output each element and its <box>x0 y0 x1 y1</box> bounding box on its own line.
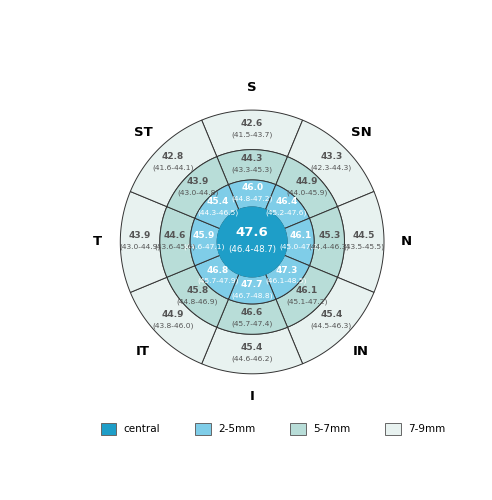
Bar <box>195 423 211 435</box>
Text: 43.9: 43.9 <box>186 176 209 186</box>
Polygon shape <box>202 327 303 374</box>
Text: 44.9: 44.9 <box>162 310 184 320</box>
Text: (44.5-46.3): (44.5-46.3) <box>311 323 352 330</box>
Text: (44.8-47.2): (44.8-47.2) <box>231 195 273 202</box>
Text: (42.3-44.3): (42.3-44.3) <box>311 164 352 171</box>
Polygon shape <box>217 299 287 334</box>
Text: 45.4: 45.4 <box>207 197 229 206</box>
Text: 45.9: 45.9 <box>192 231 215 240</box>
Text: (45.1-47.2): (45.1-47.2) <box>286 298 328 304</box>
Text: 7-9mm: 7-9mm <box>408 424 445 434</box>
Text: 46.1: 46.1 <box>296 286 318 295</box>
Polygon shape <box>266 184 309 228</box>
Text: (44.6-46.2): (44.6-46.2) <box>231 356 273 362</box>
Text: (43.3-45.3): (43.3-45.3) <box>232 166 273 173</box>
Text: 43.3: 43.3 <box>320 152 342 161</box>
Text: central: central <box>123 424 159 434</box>
Text: 5-7mm: 5-7mm <box>313 424 350 434</box>
Polygon shape <box>167 266 228 327</box>
Text: (44.8-46.9): (44.8-46.9) <box>177 298 218 304</box>
Text: (46.1-48.5): (46.1-48.5) <box>266 278 307 284</box>
Polygon shape <box>276 156 338 218</box>
Text: (45.2-47.6): (45.2-47.6) <box>266 210 307 216</box>
Text: (43.0-44.9): (43.0-44.9) <box>120 244 161 250</box>
Text: 47.7: 47.7 <box>241 280 263 288</box>
Polygon shape <box>276 266 338 327</box>
Polygon shape <box>309 206 344 278</box>
Text: 42.6: 42.6 <box>241 119 263 128</box>
Bar <box>290 423 306 435</box>
Text: (43.0-44.8): (43.0-44.8) <box>177 189 218 196</box>
Text: 47.3: 47.3 <box>275 266 298 274</box>
Text: (45.0-47.2): (45.0-47.2) <box>280 244 321 250</box>
Text: ST: ST <box>134 126 153 140</box>
Polygon shape <box>195 256 239 299</box>
Polygon shape <box>228 274 276 304</box>
Text: (46.4-48.7): (46.4-48.7) <box>228 245 276 254</box>
Text: 47.6: 47.6 <box>236 226 269 239</box>
Text: 45.3: 45.3 <box>318 231 340 240</box>
Text: (44.4-46.3): (44.4-46.3) <box>308 244 350 250</box>
Text: 44.5: 44.5 <box>353 231 375 240</box>
Text: 46.0: 46.0 <box>241 183 263 192</box>
Text: 46.4: 46.4 <box>275 197 298 206</box>
Polygon shape <box>287 278 374 364</box>
Text: (44.3-46.5): (44.3-46.5) <box>197 210 239 216</box>
Text: (43.8-46.0): (43.8-46.0) <box>152 323 194 330</box>
Text: (45.7-47.9): (45.7-47.9) <box>197 278 239 284</box>
Text: (41.5-43.7): (41.5-43.7) <box>231 132 273 138</box>
Text: 45.4: 45.4 <box>241 344 263 352</box>
Polygon shape <box>202 110 303 156</box>
Circle shape <box>217 207 287 277</box>
Text: 42.8: 42.8 <box>162 152 184 161</box>
Text: (46.7-48.8): (46.7-48.8) <box>231 292 273 298</box>
Polygon shape <box>167 156 228 218</box>
Text: (41.6-44.1): (41.6-44.1) <box>152 164 194 171</box>
Bar <box>385 423 401 435</box>
Polygon shape <box>228 180 276 210</box>
Polygon shape <box>130 120 217 206</box>
Text: (45.7-47.4): (45.7-47.4) <box>231 321 273 328</box>
Text: 46.8: 46.8 <box>207 266 229 274</box>
Text: 45.4: 45.4 <box>320 310 342 320</box>
Bar <box>100 423 116 435</box>
Polygon shape <box>284 218 314 266</box>
Text: SN: SN <box>351 126 371 140</box>
Polygon shape <box>338 192 384 292</box>
Polygon shape <box>266 256 309 299</box>
Text: (43.5-45.5): (43.5-45.5) <box>343 244 385 250</box>
Text: 44.3: 44.3 <box>241 154 263 163</box>
Text: S: S <box>247 81 257 94</box>
Text: 46.1: 46.1 <box>289 231 312 240</box>
Polygon shape <box>160 206 195 278</box>
Text: IN: IN <box>353 344 369 358</box>
Polygon shape <box>190 218 220 266</box>
Text: T: T <box>93 236 102 248</box>
Polygon shape <box>130 278 217 364</box>
Polygon shape <box>287 120 374 206</box>
Text: 2-5mm: 2-5mm <box>218 424 255 434</box>
Text: I: I <box>250 390 254 402</box>
Polygon shape <box>195 184 239 228</box>
Text: 46.6: 46.6 <box>241 308 263 318</box>
Polygon shape <box>121 192 167 292</box>
Text: 43.9: 43.9 <box>129 231 151 240</box>
Text: 44.9: 44.9 <box>295 176 318 186</box>
Text: IT: IT <box>136 344 150 358</box>
Text: 44.6: 44.6 <box>164 231 186 240</box>
Polygon shape <box>217 150 287 184</box>
Text: 45.8: 45.8 <box>186 286 209 295</box>
Text: N: N <box>401 236 412 248</box>
Text: (44.6-47.1): (44.6-47.1) <box>183 244 224 250</box>
Text: (43.6-45.6): (43.6-45.6) <box>154 244 196 250</box>
Text: (44.0-45.9): (44.0-45.9) <box>286 189 327 196</box>
